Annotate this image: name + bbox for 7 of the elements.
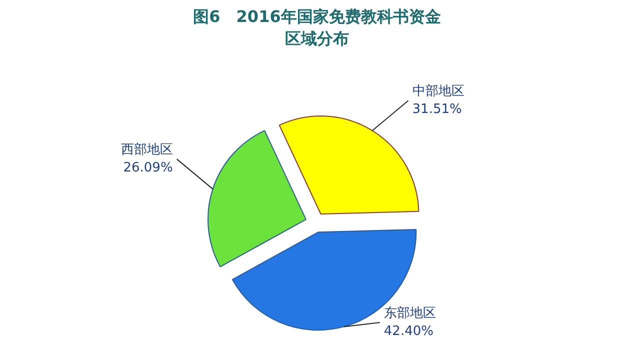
data-label: 31.51%	[412, 102, 462, 118]
slice-label: 东部地区	[384, 306, 436, 321]
data-label: 42.40%	[384, 324, 434, 339]
slice-label: 西部地区	[120, 142, 173, 158]
data-label: 26.09%	[123, 160, 173, 176]
chart-title: 图6 2016年国家免费教科书资金区域分布	[193, 7, 441, 48]
slice-label: 中部地区	[412, 84, 464, 100]
